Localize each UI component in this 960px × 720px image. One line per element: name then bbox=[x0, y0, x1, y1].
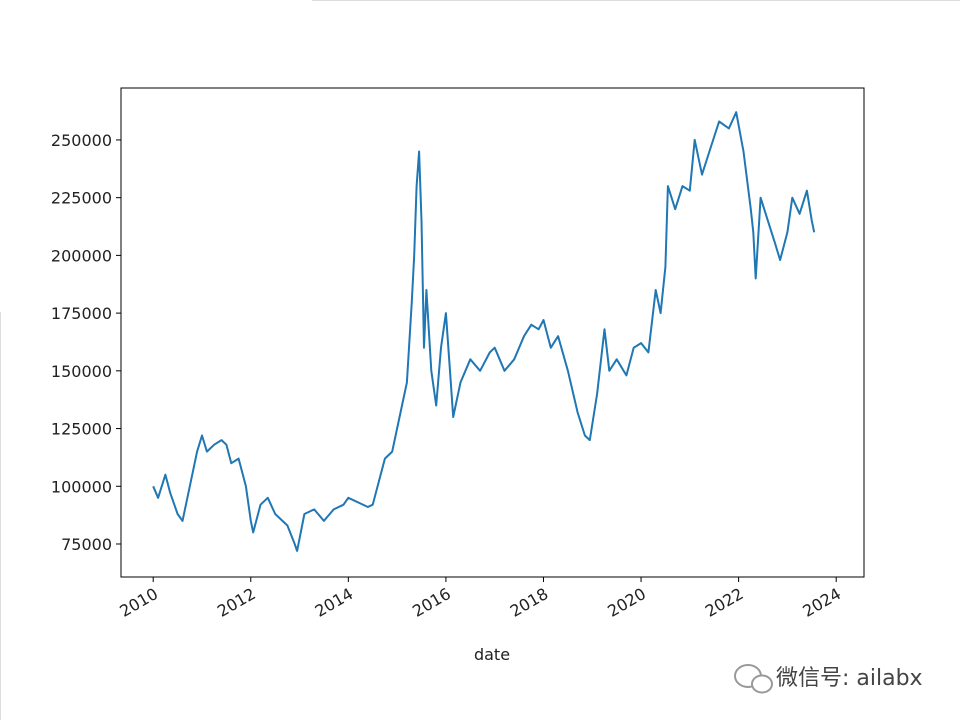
watermark: 微信号: ailabx bbox=[776, 666, 923, 691]
x-tick-label: 2016 bbox=[409, 584, 454, 621]
line-series bbox=[152, 111, 816, 552]
x-axis-label: date bbox=[474, 645, 510, 664]
y-tick-label: 100000 bbox=[51, 477, 112, 496]
y-tick-label: 150000 bbox=[51, 362, 112, 381]
x-tick-label: 2024 bbox=[799, 584, 844, 621]
x-tick-label: 2012 bbox=[214, 584, 259, 621]
x-tick-label: 2010 bbox=[116, 584, 161, 621]
y-tick-label: 225000 bbox=[51, 189, 112, 208]
watermark-icon bbox=[734, 664, 773, 694]
y-tick-label: 200000 bbox=[51, 246, 112, 265]
y-tick-label: 125000 bbox=[51, 420, 112, 439]
x-tick-label: 2018 bbox=[507, 584, 552, 621]
y-tick-label: 250000 bbox=[51, 131, 112, 150]
plot-frame bbox=[120, 87, 865, 578]
y-tick-label: 175000 bbox=[51, 304, 112, 323]
y-tick-label: 75000 bbox=[61, 535, 112, 554]
x-tick-label: 2020 bbox=[604, 584, 649, 621]
x-tick-label: 2014 bbox=[312, 584, 357, 621]
x-tick-label: 2022 bbox=[702, 584, 747, 621]
